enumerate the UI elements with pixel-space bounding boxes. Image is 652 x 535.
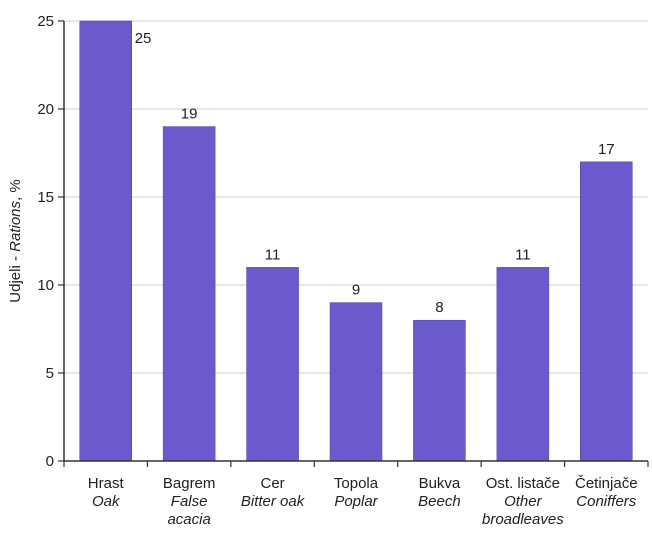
- x-category-label-english: Bitter oak: [241, 493, 306, 510]
- bar: [246, 267, 299, 462]
- x-category-label: Ost. listače: [486, 475, 560, 492]
- x-category-label: Cer: [260, 475, 284, 492]
- bar: [413, 319, 466, 462]
- bar: [79, 20, 132, 462]
- bar-value-label: 19: [181, 106, 198, 123]
- y-axis-title-prefix: Udjeli -: [7, 252, 24, 303]
- x-category-label-english: Beech: [418, 493, 461, 510]
- x-category-label: Topola: [334, 475, 379, 492]
- y-tick-label: 15: [37, 189, 54, 206]
- x-category-label-english: acacia: [167, 511, 210, 528]
- bar-value-label: 9: [352, 282, 360, 299]
- bar: [496, 267, 550, 462]
- bar: [162, 126, 216, 462]
- y-tick-label: 5: [46, 365, 54, 382]
- y-tick-label: 0: [46, 453, 54, 470]
- x-category-label-english: Coniffers: [576, 493, 637, 510]
- bars: 25 19 11 9 8 11 17: [79, 20, 633, 462]
- x-category-label: Hrast: [88, 475, 125, 492]
- x-category-label-english: Other: [504, 493, 543, 510]
- x-category-label: Četinjače: [575, 475, 638, 492]
- bar-value-label: 17: [598, 141, 615, 158]
- gridlines: [64, 20, 648, 374]
- x-category-label: Bukva: [419, 475, 461, 492]
- x-category-label: Bagrem: [163, 475, 216, 492]
- x-category-label-english: False: [171, 493, 208, 510]
- x-category-label-english: broadleaves: [482, 511, 564, 528]
- bar-value-label: 25: [135, 30, 152, 47]
- bar-value-label: 8: [435, 299, 443, 316]
- bar-value-label: 11: [515, 246, 531, 263]
- bar: [580, 161, 633, 462]
- x-category-label-english: Oak: [92, 493, 121, 510]
- y-ticks: 0 5 10 15 20 25: [37, 13, 64, 470]
- bar: [329, 302, 383, 462]
- y-axis-title-english: Rations: [7, 200, 24, 251]
- axes: [63, 21, 648, 462]
- y-tick-label: 10: [37, 277, 54, 294]
- bar-value-label: 11: [265, 246, 281, 263]
- x-category-label-english: Poplar: [334, 493, 378, 510]
- y-tick-label: 25: [37, 13, 54, 30]
- y-tick-label: 20: [37, 101, 54, 118]
- y-axis-title-unit: , %: [7, 179, 24, 201]
- y-axis-title: Udjeli - Rations, %: [7, 179, 24, 302]
